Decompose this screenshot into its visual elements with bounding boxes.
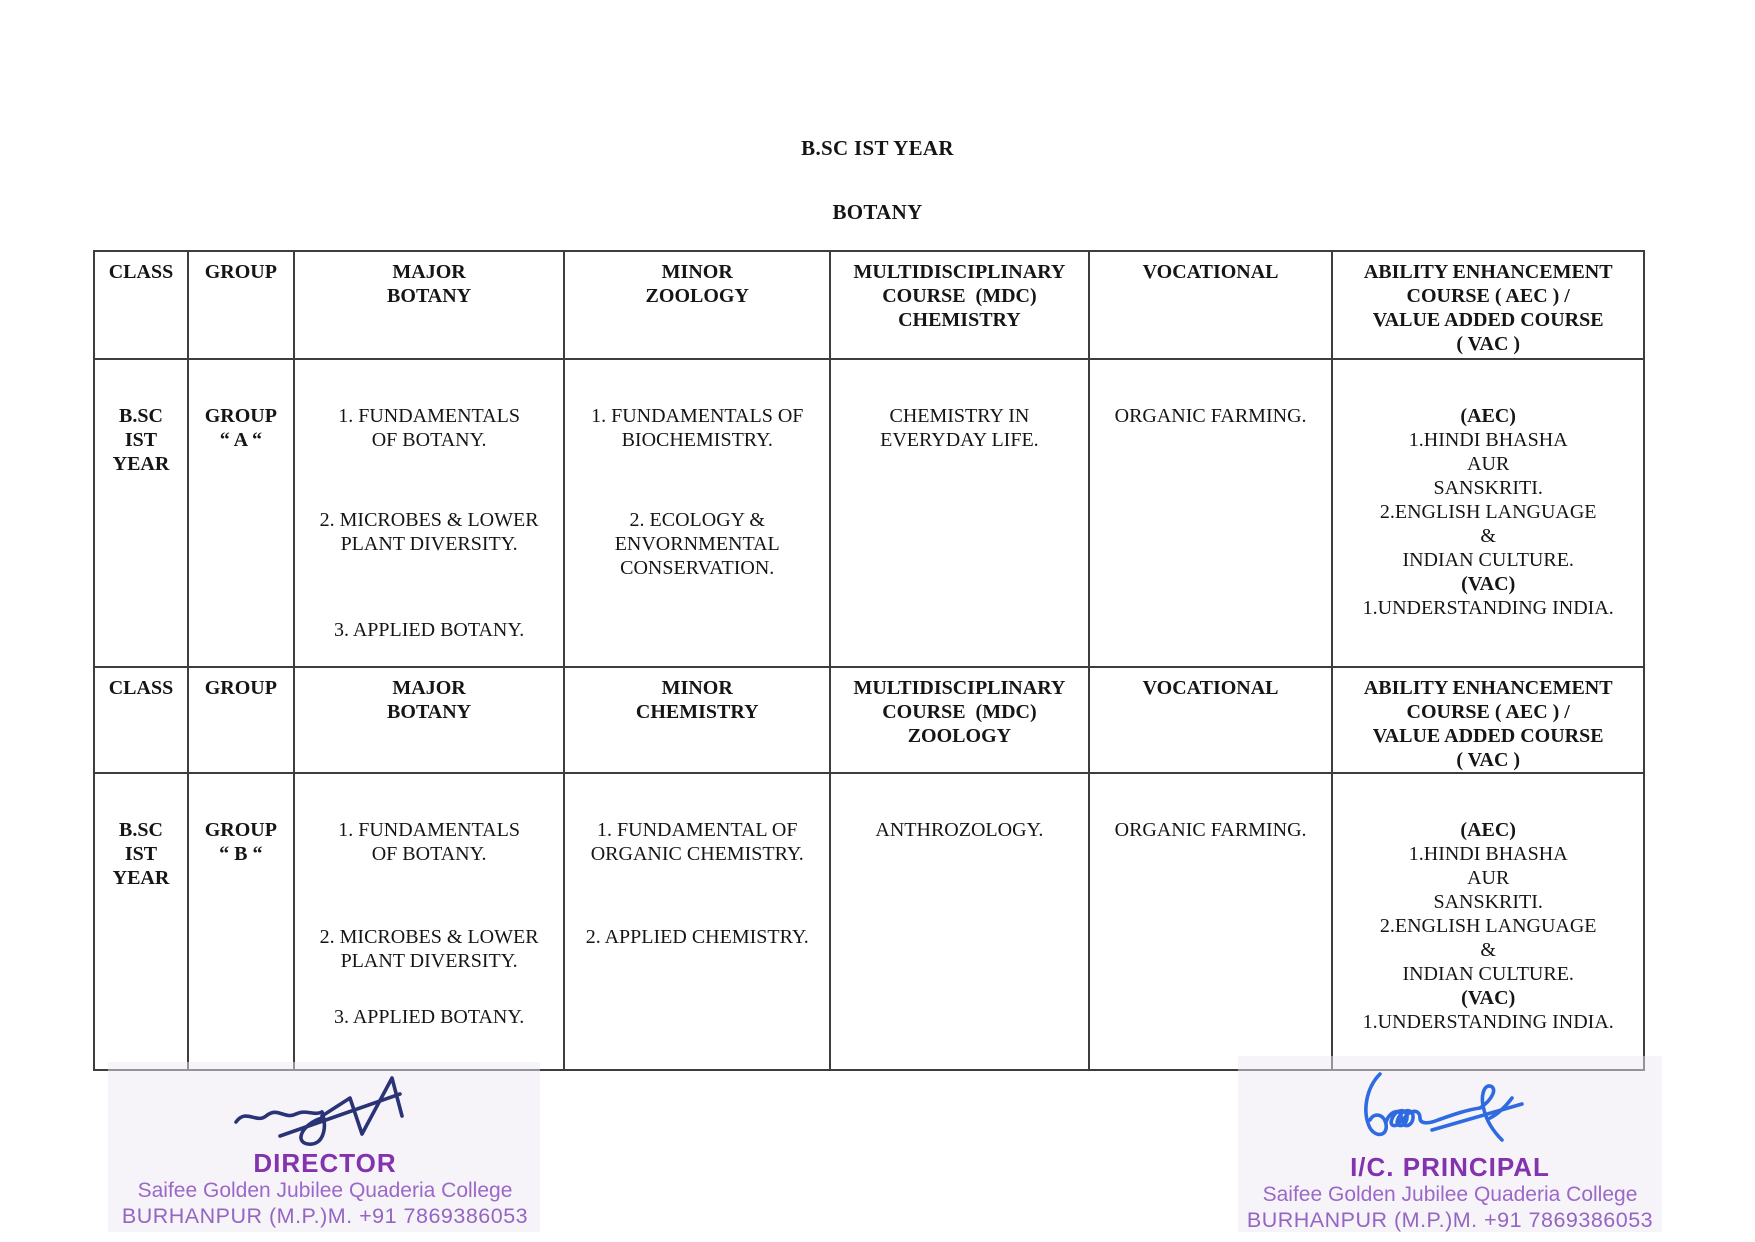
aec-label: (AEC) — [1460, 405, 1516, 427]
cell-aec: (AEC) 1.HINDI BHASHA AUR SANSKRITI. 2.EN… — [1331, 772, 1645, 1071]
list-item: 3. APPLIED BOTANY. — [333, 619, 525, 641]
signature-paste-background — [1238, 1056, 1662, 1232]
list-item: 1. FUNDAMENTALS OF BOTANY. — [338, 405, 520, 451]
cell-vocational: ORGANIC FARMING. — [1087, 772, 1334, 1071]
header-row-group-b: CLASS GROUP MAJOR BOTANY MINOR CHEMISTRY… — [93, 666, 1645, 774]
cell-class: B.SC IST YEAR — [93, 358, 189, 668]
vac-items: 1.UNDERSTANDING INDIA. — [1362, 597, 1614, 619]
director-signature-block: DIRECTOR Saifee Golden Jubilee Quaderia … — [110, 1148, 540, 1238]
cell-mdc: CHEMISTRY IN EVERYDAY LIFE. — [829, 358, 1090, 668]
vac-label: (VAC) — [1461, 573, 1516, 595]
page-title: B.SC IST YEAR — [801, 136, 954, 160]
col-header-class: CLASS — [93, 666, 189, 774]
cell-major: 1. FUNDAMENTALS OF BOTANY. 2. MICROBES &… — [292, 358, 566, 668]
list-item: 2. ECOLOGY & ENVORNMENTAL CONSERVATION. — [614, 509, 780, 579]
cell-group: GROUP “ A “ — [186, 358, 295, 668]
cell-aec: (AEC) 1.HINDI BHASHA AUR SANSKRITI. 2.EN… — [1331, 358, 1645, 668]
col-header-minor: MINOR ZOOLOGY — [563, 250, 832, 360]
col-header-minor: MINOR CHEMISTRY — [563, 666, 832, 774]
col-header-major: MAJOR BOTANY — [292, 666, 566, 774]
aec-items: 1.HINDI BHASHA AUR SANSKRITI. 2.ENGLISH … — [1379, 843, 1597, 985]
signature-college-line: Saifee Golden Jubilee Quaderia College — [1262, 1183, 1638, 1206]
col-header-class: CLASS — [93, 250, 189, 360]
col-header-group: GROUP — [186, 250, 295, 360]
col-header-mdc: MULTIDISCIPLINARY COURSE (MDC) CHEMISTRY — [829, 250, 1090, 360]
list-item: 2. APPLIED CHEMISTRY. — [585, 926, 809, 948]
list-item: 1. FUNDAMENTALS OF BOTANY. — [338, 819, 520, 865]
vac-items: 1.UNDERSTANDING INDIA. — [1362, 1011, 1614, 1033]
aec-label: (AEC) — [1460, 819, 1516, 841]
page-subtitle: BOTANY — [832, 200, 923, 224]
course-structure-table: CLASS GROUP MAJOR BOTANY MINOR ZOOLOGY M… — [93, 250, 1645, 1071]
aec-items: 1.HINDI BHASHA AUR SANSKRITI. 2.ENGLISH … — [1379, 429, 1597, 571]
principal-signature-block: I/C. PRINCIPAL Saifee Golden Jubilee Qua… — [1240, 1152, 1660, 1242]
vac-label: (VAC) — [1461, 987, 1516, 1009]
signature-contact-line: BURHANPUR (M.P.)M. +91 7869386053 — [1246, 1208, 1654, 1232]
list-item: 1. FUNDAMENTALS OF BIOCHEMISTRY. — [591, 405, 804, 451]
principal-signature-image — [1364, 1072, 1524, 1142]
signature-college-line: Saifee Golden Jubilee Quaderia College — [137, 1179, 513, 1202]
col-header-aec: ABILITY ENHANCEMENT COURSE ( AEC ) / VAL… — [1331, 250, 1645, 360]
list-item: 2. MICROBES & LOWER PLANT DIVERSITY. — [319, 926, 539, 972]
header-row-group-a: CLASS GROUP MAJOR BOTANY MINOR ZOOLOGY M… — [93, 250, 1645, 360]
cell-group: GROUP “ B “ — [186, 772, 295, 1071]
cell-class: B.SC IST YEAR — [93, 772, 189, 1071]
list-item: 3. APPLIED BOTANY. — [333, 1006, 525, 1028]
list-item: 2. MICROBES & LOWER PLANT DIVERSITY. — [319, 509, 539, 555]
cell-minor: 1. FUNDAMENTAL OF ORGANIC CHEMISTRY. 2. … — [563, 772, 832, 1071]
col-header-vocational: VOCATIONAL — [1087, 250, 1334, 360]
signature-role-label: I/C. PRINCIPAL — [1350, 1152, 1550, 1182]
signature-role-label: DIRECTOR — [253, 1148, 397, 1178]
col-header-mdc: MULTIDISCIPLINARY COURSE (MDC) ZOOLOGY — [829, 666, 1090, 774]
signature-contact-line: BURHANPUR (M.P.)M. +91 7869386053 — [121, 1204, 529, 1228]
data-row-group-b: B.SC IST YEAR GROUP “ B “ 1. FUNDAMENTAL… — [93, 772, 1645, 1071]
cell-minor: 1. FUNDAMENTALS OF BIOCHEMISTRY. 2. ECOL… — [563, 358, 832, 668]
cell-mdc: ANTHROZOLOGY. — [829, 772, 1090, 1071]
col-header-group: GROUP — [186, 666, 295, 774]
cell-major: 1. FUNDAMENTALS OF BOTANY. 2. MICROBES &… — [292, 772, 566, 1071]
data-row-group-a: B.SC IST YEAR GROUP “ A “ 1. FUNDAMENTAL… — [93, 358, 1645, 668]
col-header-vocational: VOCATIONAL — [1087, 666, 1334, 774]
col-header-aec: ABILITY ENHANCEMENT COURSE ( AEC ) / VAL… — [1331, 666, 1645, 774]
col-header-major: MAJOR BOTANY — [292, 250, 566, 360]
director-signature-image — [234, 1076, 404, 1146]
cell-vocational: ORGANIC FARMING. — [1087, 358, 1334, 668]
list-item: 1. FUNDAMENTAL OF ORGANIC CHEMISTRY. — [590, 819, 804, 865]
signature-paste-background — [108, 1062, 540, 1232]
